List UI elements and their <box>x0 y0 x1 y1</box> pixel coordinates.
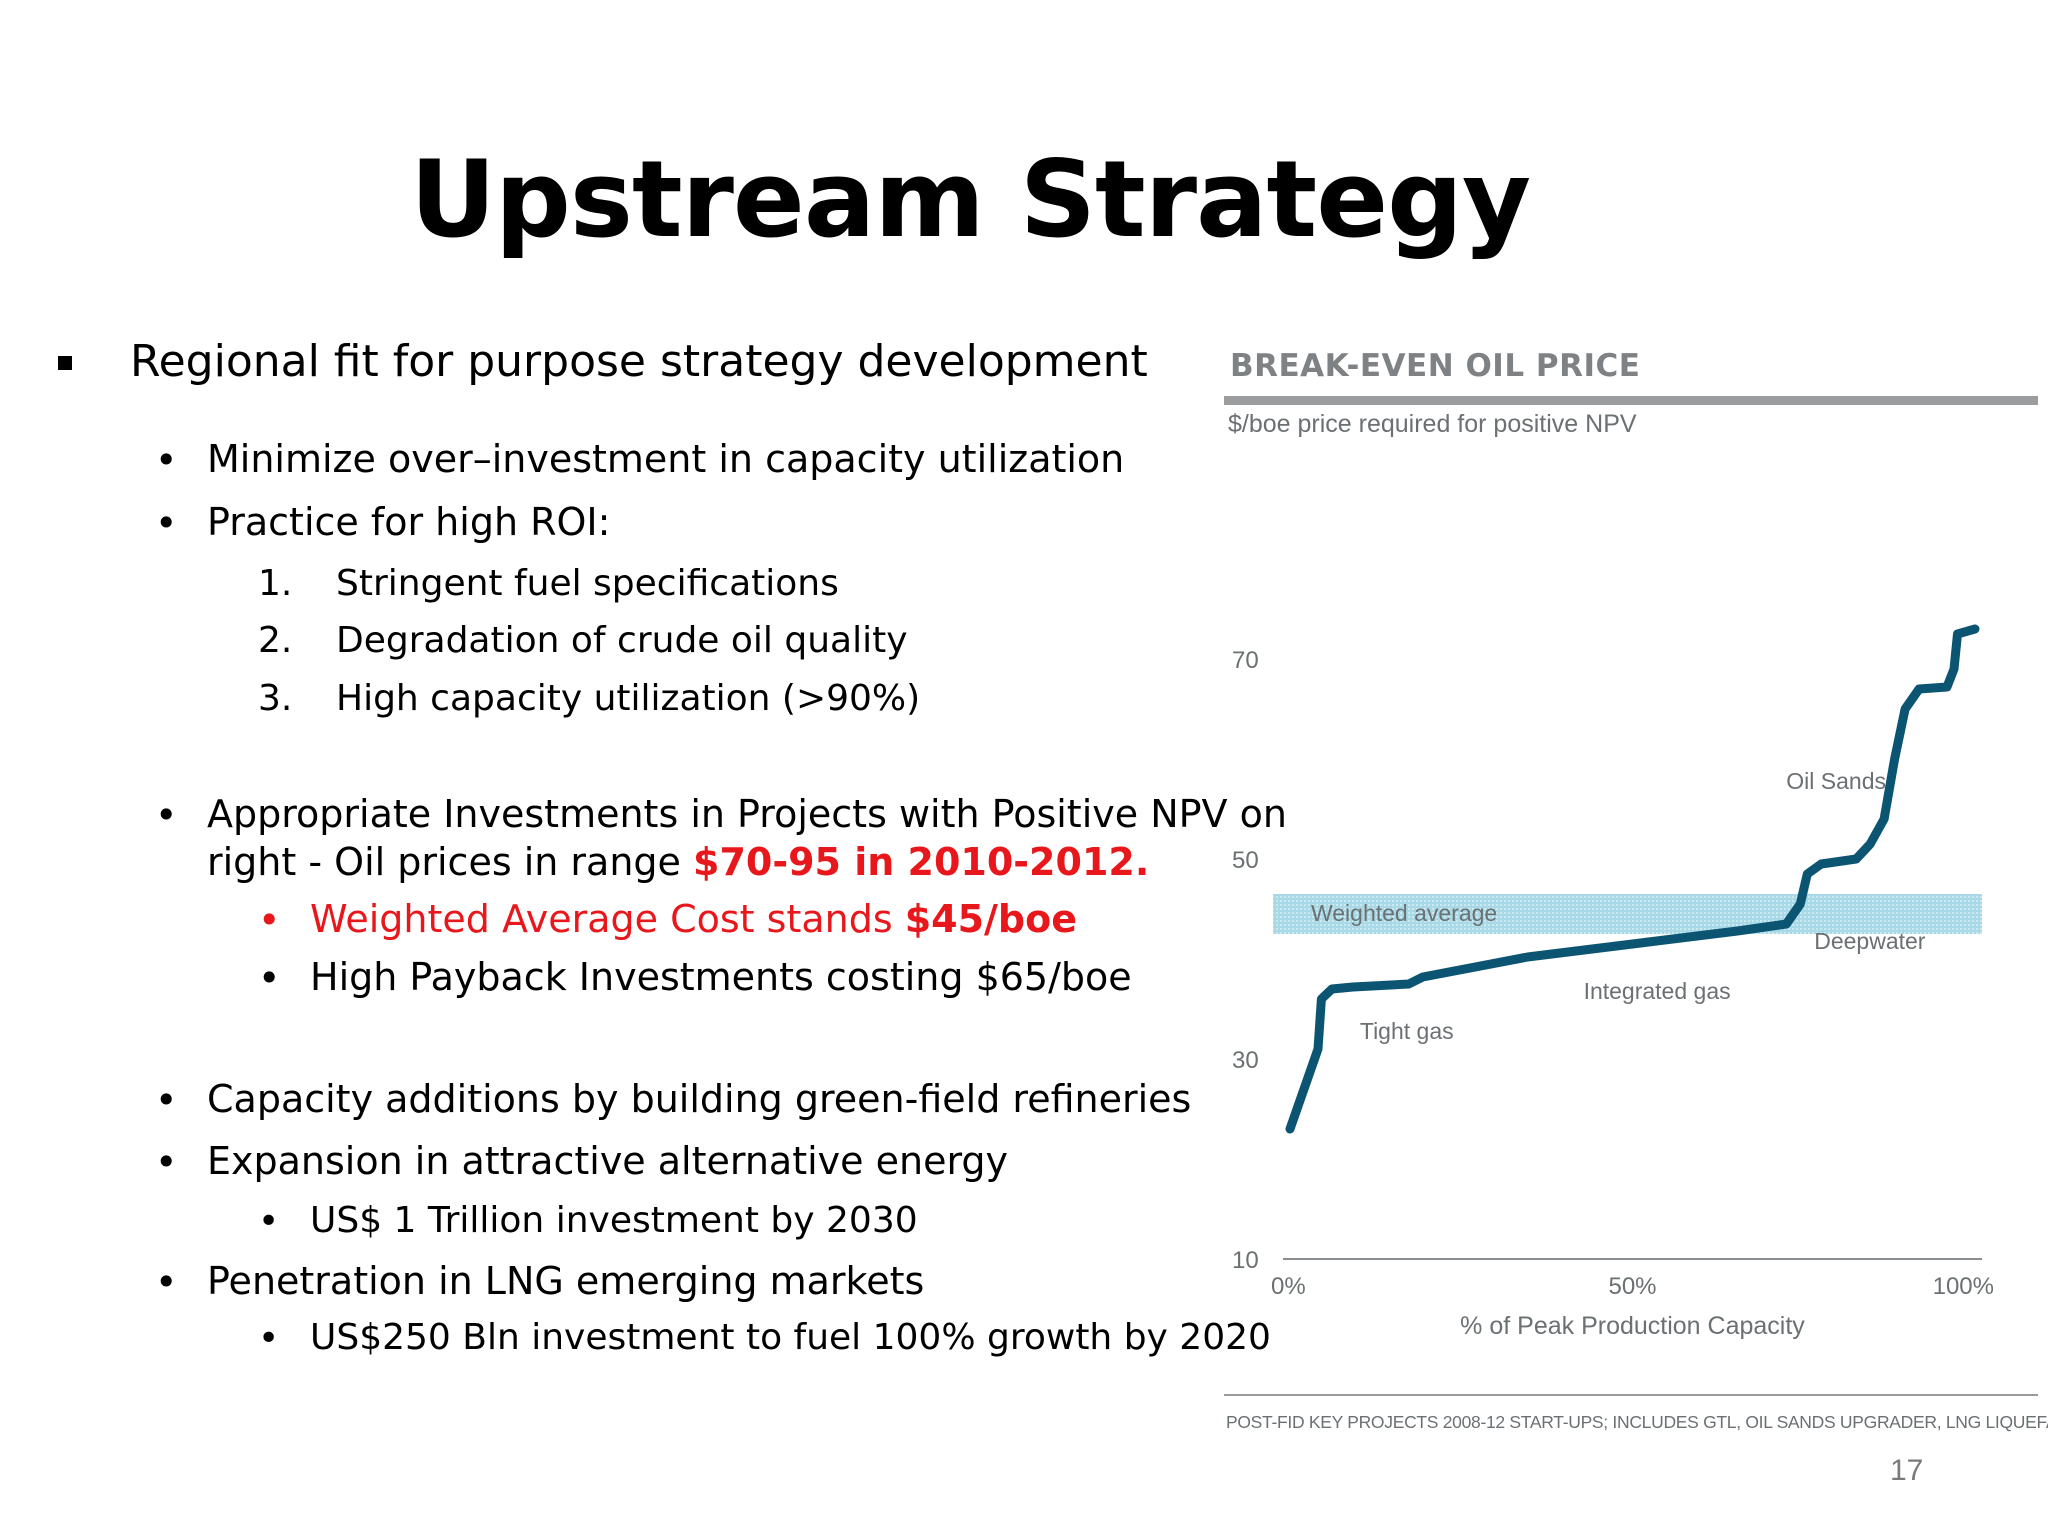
item-high-capacity: High capacity utilization (>90%) <box>336 678 921 719</box>
segment-label: Integrated gas <box>1584 978 1731 1004</box>
y-tick-label: 30 <box>1232 1047 1259 1074</box>
slide-title: Upstream Strategy <box>409 138 1531 261</box>
square-bullet-icon <box>58 356 72 370</box>
x-axis-label: % of Peak Production Capacity <box>1460 1312 1805 1340</box>
bullet-alternative-energy: Expansion in attractive alternative ener… <box>207 1139 1009 1183</box>
bullet-dot-icon: • <box>155 1260 178 1304</box>
bullet-dot-icon: • <box>155 501 178 545</box>
bullet-dot-icon: • <box>155 1140 178 1184</box>
bullet-minimize: Minimize over–investment in capacity uti… <box>207 437 1125 481</box>
break-even-chart: BREAK-EVEN OIL PRICE $/boe price require… <box>1220 340 2048 1460</box>
number-2: 2. <box>258 620 293 661</box>
y-tick-label: 10 <box>1232 1247 1259 1274</box>
bullet-lng-investment: US$250 Bln investment to fuel 100% growt… <box>310 1317 1271 1358</box>
bullet-weighted-cost: Weighted Average Cost stands $45/boe <box>310 897 1077 941</box>
bullet-trillion-investment: US$ 1 Trillion investment by 2030 <box>310 1200 918 1241</box>
segment-label: Deepwater <box>1814 928 1926 954</box>
bullet-dot-red-icon: • <box>258 898 281 942</box>
bullet-investments-line2: right - Oil prices in range $70-95 in 20… <box>207 840 1149 884</box>
chart-subtitle: $/boe price required for positive NPV <box>1228 410 1637 438</box>
x-tick-label: 0% <box>1271 1273 1306 1300</box>
bullet-lng-markets: Penetration in LNG emerging markets <box>207 1259 925 1303</box>
item-degradation: Degradation of crude oil quality <box>336 620 908 661</box>
oil-price-range: $70-95 in 2010-2012. <box>693 840 1150 884</box>
bullet-regional-fit: Regional fit for purpose strategy develo… <box>130 336 1148 387</box>
bullet-dot-icon: • <box>258 1201 280 1242</box>
weighted-average-band <box>1273 894 1982 934</box>
chart-title: BREAK-EVEN OIL PRICE <box>1230 348 1641 384</box>
weighted-cost-value: $45/boe <box>904 897 1077 941</box>
bullet-dot-icon: • <box>258 956 281 1000</box>
y-tick-label: 70 <box>1232 647 1259 674</box>
x-tick-label: 100% <box>1933 1273 1994 1300</box>
bullet-dot-icon: • <box>155 793 178 837</box>
number-1: 1. <box>258 563 293 604</box>
break-even-curve <box>1285 624 1980 1134</box>
chart-header-bar <box>1224 396 2038 405</box>
bullet-capacity-additions: Capacity additions by building green-fie… <box>207 1077 1192 1121</box>
bullet-high-payback: High Payback Investments costing $65/boe <box>310 955 1132 999</box>
page-number: 17 <box>1890 1454 1924 1487</box>
chart-footnote: POST-FID KEY PROJECTS 2008-12 START-UPS;… <box>1226 1412 2048 1432</box>
y-tick-label: 50 <box>1232 847 1259 874</box>
bullet-practice-roi: Practice for high ROI: <box>207 500 611 544</box>
bullet-investments-line1: Appropriate Investments in Projects with… <box>207 792 1287 836</box>
weighted-cost-text: Weighted Average Cost stands <box>310 897 905 941</box>
segment-label: Oil Sands <box>1786 768 1886 794</box>
bullet-dot-icon: • <box>155 1078 178 1122</box>
chart-plot: Weighted average 10 30 50 70 0% 50% 100% % of P… <box>1224 396 2038 1396</box>
bullet-dot-icon: • <box>155 438 178 482</box>
bullet-dot-icon: • <box>258 1318 280 1359</box>
segment-label: Tight gas <box>1360 1018 1454 1044</box>
investments-text: right - Oil prices in range <box>207 840 694 884</box>
band-label: Weighted average <box>1311 900 1497 926</box>
x-tick-label: 50% <box>1608 1273 1656 1300</box>
item-stringent-fuel: Stringent fuel specifications <box>336 563 839 604</box>
number-3: 3. <box>258 678 293 719</box>
